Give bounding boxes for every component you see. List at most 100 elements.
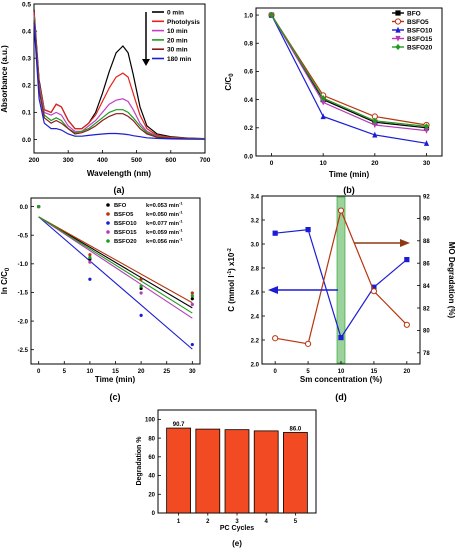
panel-d-letter: (d) [335, 392, 347, 402]
y-tick-label: 2.4 [251, 314, 260, 320]
panel-e-bars [166, 427, 308, 514]
y-tick-label: 60 [148, 455, 155, 461]
panel-d-right-arrow-head [400, 239, 410, 247]
y-tick-label: 0 [152, 511, 156, 517]
kinetic-point [190, 291, 194, 295]
panel-e-y-ticks: 0 20 40 60 80 100 [145, 418, 161, 517]
fit-line [38, 216, 193, 319]
legend-label: BSFO15 [114, 230, 137, 236]
panel-e-value-labels: 90.7 86.0 [173, 422, 302, 432]
degradation-point [370, 288, 378, 295]
panel-c-kinetics-chart: 0 5 10 15 20 25 30 0.0 -0.5 -1.0 -1.5 -2.0 -2.5 BFO… [0, 197, 201, 402]
y2-tick-label: 88 [423, 239, 430, 245]
degradation-point [337, 207, 345, 214]
y-tick-label: 0.4 [22, 28, 31, 35]
absorbance-line [33, 22, 205, 140]
ratio-point [423, 128, 430, 134]
bar-value-label: 90.7 [173, 422, 185, 428]
y2-tick-label: 92 [423, 194, 430, 200]
panel-a-frame [33, 3, 206, 154]
legend-label: 180 min [167, 56, 191, 63]
panel-a-y-label: Absorbance (a.u.) [0, 45, 9, 113]
kinetic-point [139, 284, 143, 288]
ratio-line [270, 14, 427, 126]
ratio-point [372, 122, 378, 129]
panel-e-y-label: Degradation % [136, 436, 143, 486]
panel-a-y-ticks: 0.0 0.1 0.2 0.3 0.4 0.5 [22, 1, 37, 144]
x-tick-label: 10 [338, 369, 345, 375]
y2-tick-label: 80 [423, 329, 430, 335]
fit-line [38, 216, 193, 350]
x-tick-label: 0 [37, 369, 41, 375]
y-tick-label: 0.1 [22, 110, 31, 117]
panel-c-y-label: ln C/C0 [0, 267, 11, 294]
panel-a-x-ticks: 200 300 400 500 600 700 [29, 150, 211, 164]
ratio-line [270, 14, 427, 132]
legend-label: BFO [407, 11, 421, 18]
legend-label: BSFO10 [407, 28, 433, 35]
panel-d-concentration-chart: 0 5 10 15 20 2.0 2.2 2.4 2.6 2.8 3.0 3.2 3.4 78 80 82… [227, 194, 455, 402]
panel-b-x-ticks: 0 10 20 30 [270, 153, 431, 167]
x-tick-label: 5 [294, 519, 298, 525]
kinetic-point [88, 255, 92, 260]
fit-line [38, 216, 193, 314]
y-tick-label: 0.2 [244, 125, 253, 132]
panel-b-x-label: Time (min) [329, 170, 370, 179]
x-tick-label: 20 [371, 160, 379, 167]
kinetic-point [139, 286, 143, 291]
panel-d-x-label: Sm concentration (%) [300, 375, 383, 384]
y-tick-label: 3.2 [251, 218, 260, 224]
fit-line [38, 216, 193, 309]
panel-a-legend: 0 min Photolysis 10 min 20 min 30 min 180 min [152, 10, 200, 63]
x-tick-label: 700 [200, 157, 211, 164]
legend-label: BSFO20 [114, 239, 137, 245]
x-tick-label: 200 [29, 157, 40, 164]
y-tick-label: 2.6 [251, 290, 260, 296]
legend-marker [394, 18, 402, 25]
kinetic-point [139, 277, 143, 281]
panel-d-y-label: C (mmol l-1) x10-2 [227, 248, 236, 312]
legend-label: 10 min [167, 28, 188, 35]
y-tick-label: 100 [145, 418, 156, 424]
panel-a-legend-arrow-head [142, 59, 150, 66]
panel-b-series [268, 11, 430, 146]
panel-c-x-ticks: 0 5 10 15 20 25 30 [37, 361, 196, 375]
panel-e-x-label: PC Cycles [220, 525, 254, 532]
x-tick-label: 400 [97, 157, 108, 164]
ratio-point [372, 131, 378, 138]
degradation-point [304, 340, 312, 347]
x-tick-label: 30 [423, 160, 431, 167]
panel-c-y-ticks: 0.0 -0.5 -1.0 -1.5 -2.0 -2.5 [18, 205, 34, 354]
legend-marker [395, 26, 401, 33]
kinetic-point [139, 291, 143, 295]
y-tick-label: 0.0 [22, 137, 31, 144]
legend-rate: k=0.056 min-1 [146, 237, 183, 246]
concentration-point [305, 227, 311, 233]
fit-line [38, 216, 193, 304]
ratio-point [320, 99, 326, 106]
concentration-point [404, 257, 410, 263]
y-tick-label: 0.2 [22, 83, 31, 90]
x-tick-label: 0 [273, 369, 277, 375]
x-tick-label: 1 [177, 519, 181, 525]
y-tick-label: 3.0 [251, 242, 260, 248]
y-tick-label: 20 [148, 492, 155, 498]
y-tick-label: 0.0 [244, 153, 253, 160]
x-tick-label: 15 [371, 369, 378, 375]
cycle-bar [166, 427, 191, 514]
panel-a-letter: (a) [114, 185, 125, 195]
kinetic-point [139, 313, 143, 317]
y-tick-label: 2.0 [251, 362, 260, 368]
legend-label: 30 min [167, 47, 188, 54]
kinetic-point [190, 297, 194, 301]
x-tick-label: 300 [63, 157, 74, 164]
cycle-bar [195, 428, 221, 514]
ratio-point [372, 117, 378, 124]
panel-b-y-label: C/C0 [224, 73, 235, 91]
panel-b-frame [255, 7, 443, 157]
kinetic-point [190, 342, 194, 347]
legend-marker [395, 43, 401, 51]
x-tick-label: 15 [112, 369, 119, 375]
